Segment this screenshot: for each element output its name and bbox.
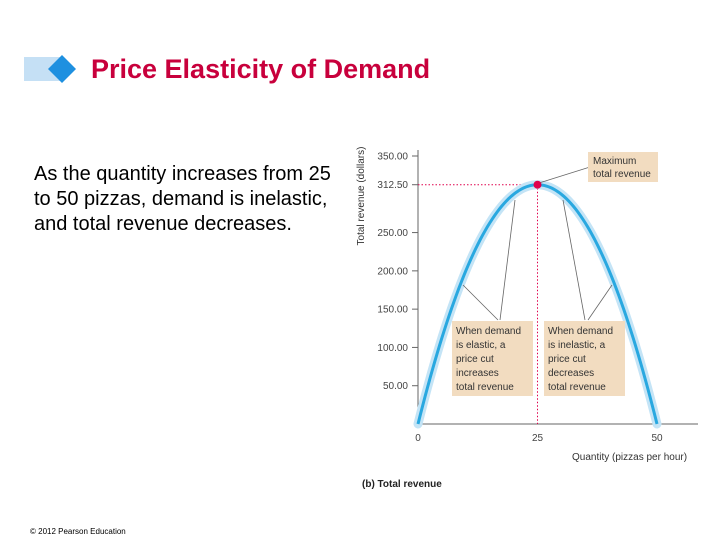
- max-annotation-line-2: total revenue: [593, 169, 651, 180]
- y-tick-label: 50.00: [383, 381, 408, 392]
- copyright-text: © 2012 Pearson Education: [30, 527, 126, 536]
- elastic-annotation-line-4: increases: [456, 368, 499, 379]
- elastic-annotation-text: When demand is elastic, a price cut incr…: [456, 326, 521, 393]
- max-leader-line: [538, 166, 591, 184]
- elastic-leader-left: [462, 284, 499, 321]
- y-ticks: 50.00 100.00 150.00 200.00 250.00 312.50 350.0…: [377, 152, 418, 392]
- title-deco-diamond: [48, 55, 76, 83]
- title-decoration-icon: [24, 55, 76, 83]
- body-text: As the quantity increases from 25 to 50 …: [34, 163, 331, 235]
- y-tick-label: 350.00: [377, 152, 408, 163]
- y-tick-label: 250.00: [377, 228, 408, 239]
- x-ticks: 0 25 50: [415, 433, 663, 444]
- inelastic-annotation-line-4: decreases: [548, 368, 594, 379]
- y-tick-label: 200.00: [377, 266, 408, 277]
- inelastic-annotation-box: [544, 321, 625, 396]
- slide-title: Price Elasticity of Demand: [91, 54, 431, 84]
- inelastic-annotation-line-5: total revenue: [548, 382, 606, 393]
- inelastic-annotation-text: When demand is inelastic, a price cut de…: [548, 326, 613, 393]
- elastic-annotation-line-5: total revenue: [456, 382, 514, 393]
- inelastic-leader-right: [587, 284, 613, 321]
- x-axis-title: Quantity (pizzas per hour): [572, 452, 687, 463]
- max-revenue-point: [533, 180, 542, 189]
- inelastic-leader-left: [562, 199, 586, 321]
- max-annotation-line-1: Maximum: [593, 156, 636, 167]
- elastic-annotation-box: [452, 321, 533, 396]
- elastic-leader-right: [499, 199, 516, 321]
- y-tick-label: 150.00: [377, 305, 408, 316]
- y-axis-title: Total revenue (dollars): [356, 147, 367, 246]
- inelastic-annotation-line-1: When demand: [548, 326, 613, 337]
- x-tick-label: 50: [651, 433, 663, 444]
- max-annotation-box: [588, 152, 658, 182]
- elastic-annotation-line-2: is elastic, a: [456, 340, 506, 351]
- x-tick-label: 0: [415, 433, 421, 444]
- elastic-annotation-line-3: price cut: [456, 354, 494, 365]
- chart-caption: (b) Total revenue: [362, 479, 442, 490]
- y-tick-label: 100.00: [377, 343, 408, 354]
- inelastic-annotation-line-2: is inelastic, a: [548, 340, 606, 351]
- inelastic-annotation-line-3: price cut: [548, 354, 586, 365]
- elastic-annotation-line-1: When demand: [456, 326, 521, 337]
- x-tick-label: 25: [532, 433, 544, 444]
- y-tick-label: 312.50: [377, 180, 408, 191]
